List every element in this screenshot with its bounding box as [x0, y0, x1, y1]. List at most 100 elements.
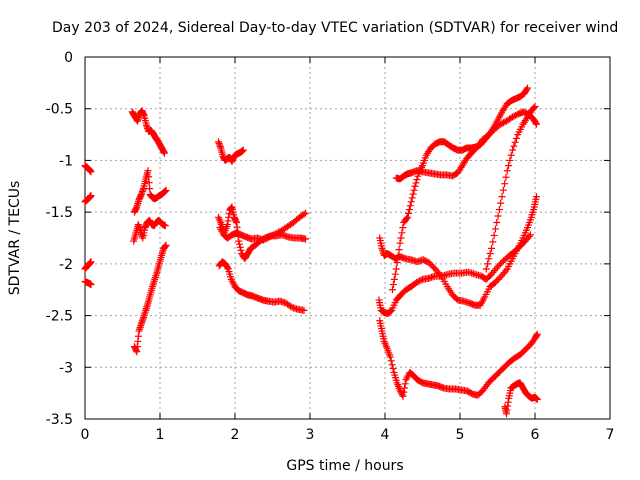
- data-point-s19-1: [484, 260, 492, 268]
- data-point-s12-11: [224, 264, 231, 272]
- data-point-s13-92: [491, 278, 499, 286]
- data-point-s17-82: [500, 119, 507, 127]
- y-axis-title: SDTVAR / TECUs: [7, 181, 23, 296]
- series-s19: [482, 103, 539, 273]
- data-point-s18-8: [396, 239, 404, 247]
- data-point-s19-18: [506, 156, 514, 164]
- data-point-s6-27: [146, 185, 154, 193]
- data-point-s17-81: [498, 119, 506, 127]
- y-tick-label-0: 0: [64, 50, 73, 66]
- data-point-s15-18: [388, 361, 396, 369]
- y-axis: 0 -0.5 -1 -1.5 -2 -2.5 -3 -3.5: [46, 50, 610, 428]
- data-point-s18-0: [389, 286, 396, 294]
- series-s7: [130, 216, 169, 245]
- data-point-s13-40: [419, 256, 427, 264]
- data-point-s19-5: [489, 238, 497, 246]
- x-tick-label-3: 3: [306, 427, 315, 443]
- x-tick-label-2: 2: [231, 427, 240, 443]
- x-tick-label-5: 5: [456, 427, 465, 443]
- y-tick-label-3: -1.5: [46, 205, 73, 221]
- data-point-s11-38: [263, 235, 270, 243]
- data-point-s13-94: [494, 275, 502, 283]
- data-point-s14-38: [416, 277, 423, 285]
- data-point-s11-42: [269, 231, 276, 239]
- data-point-s19-17: [505, 162, 513, 170]
- data-point-s14-89: [495, 261, 503, 269]
- data-point-s19-12: [498, 193, 506, 201]
- data-point-s19-14: [501, 180, 509, 188]
- data-point-s19-19: [507, 151, 515, 159]
- data-point-s17-88: [509, 113, 516, 121]
- data-point-s19-16: [503, 167, 511, 175]
- x-tick-label-7: 7: [606, 427, 615, 443]
- data-point-s14-90: [497, 260, 504, 268]
- data-point-s18-5: [393, 259, 401, 267]
- series-s14: [375, 231, 534, 318]
- data-point-s6-24: [144, 167, 152, 175]
- data-point-s17-89: [510, 112, 518, 120]
- data-point-s8-56: [162, 241, 170, 249]
- data-point-s18-11: [399, 224, 407, 232]
- y-tick-label-2: -1: [59, 153, 73, 169]
- data-point-s11-41: [267, 232, 275, 240]
- series-s15: [376, 317, 541, 400]
- data-point-s1-12: [87, 168, 95, 176]
- data-point-s18-1: [389, 281, 397, 289]
- x-tick-label-1: 1: [156, 427, 165, 443]
- series-s4: [81, 277, 95, 289]
- data-point-s15-35: [401, 380, 409, 388]
- data-point-s18-26: [413, 176, 421, 184]
- data-point-s19-21: [510, 142, 518, 150]
- data-point-s14-36: [413, 278, 420, 286]
- data-point-s18-7: [395, 246, 403, 254]
- data-point-s18-25: [412, 179, 420, 187]
- data-point-s10-32: [235, 237, 243, 245]
- data-point-s5-56: [161, 149, 168, 157]
- data-point-s18-23: [410, 186, 418, 194]
- grid-lines: [85, 57, 610, 419]
- data-point-s18-3: [391, 270, 399, 278]
- data-point-s11-44: [272, 230, 279, 238]
- data-point-s18-10: [398, 229, 406, 237]
- x-tick-label-4: 4: [381, 427, 390, 443]
- data-point-s19-15: [502, 173, 510, 181]
- data-point-s11-43: [270, 231, 278, 239]
- data-point-s11-46: [275, 228, 282, 236]
- data-point-s13-93: [493, 277, 501, 285]
- x-axis-title: GPS time / hours: [286, 458, 403, 474]
- x-tick-label-0: 0: [81, 427, 90, 443]
- data-point-s19-9: [494, 212, 502, 220]
- series-s9: [215, 138, 247, 165]
- data-point-s11-64: [302, 209, 309, 217]
- data-point-s17-108: [533, 120, 540, 128]
- data-point-s19-22: [511, 138, 519, 146]
- data-point-s18-4: [392, 265, 400, 273]
- chart-title: Day 203 of 2024, Sidereal Day-to-day VTE…: [52, 20, 618, 36]
- data-point-s19-39: [530, 104, 538, 112]
- data-point-s19-3: [486, 250, 494, 258]
- data-point-s11-40: [266, 233, 273, 241]
- data-point-s14-39: [417, 276, 425, 284]
- data-point-s17-80: [497, 120, 504, 128]
- series-s16: [501, 379, 541, 418]
- series-s1: [81, 162, 95, 176]
- data-point-s19-6: [490, 231, 498, 239]
- data-point-s13-41: [421, 256, 429, 264]
- data-point-s19-10: [495, 206, 503, 214]
- data-point-s18-18: [405, 206, 413, 214]
- data-point-s14-37: [414, 278, 422, 286]
- series-s2: [81, 192, 95, 206]
- data-point-s13-45: [427, 260, 435, 268]
- data-point-s12-63: [287, 302, 294, 310]
- data-point-s17-107: [532, 119, 540, 127]
- y-tick-label-1: -0.5: [46, 102, 73, 118]
- data-point-s11-37: [261, 235, 269, 243]
- data-point-s11-45: [273, 229, 281, 237]
- data-point-s19-2: [485, 255, 493, 263]
- series-s8: [131, 241, 170, 356]
- data-point-s13-46: [428, 262, 436, 270]
- data-point-s15-32: [399, 392, 407, 400]
- y-tick-label-5: -2.5: [46, 309, 73, 325]
- series-s3: [81, 258, 95, 273]
